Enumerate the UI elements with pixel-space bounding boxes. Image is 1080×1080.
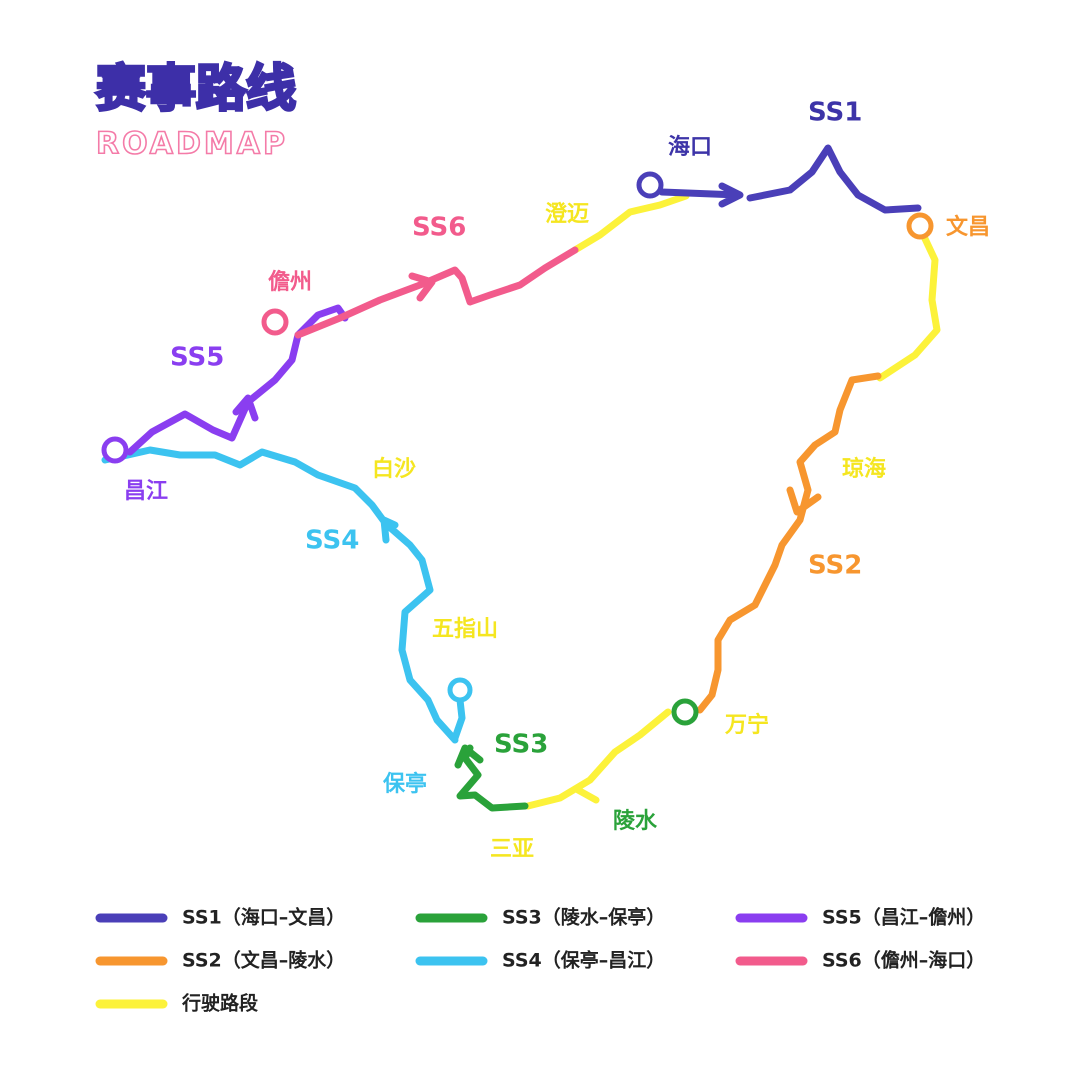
marker-changjiang — [101, 436, 129, 464]
marker-wenchang — [906, 212, 934, 240]
stage-label: SS1 — [808, 98, 862, 128]
place-label: 三亚 — [490, 837, 534, 862]
marker-haikou — [636, 171, 664, 199]
place-label: 陵水 — [613, 808, 658, 834]
legend-label: SS4（保亭–昌江） — [502, 949, 665, 972]
labels: 海口 文昌 琼海 万宁 陵水 三亚 保亭 五指山 白沙 昌江 儋州 澄迈 SS1… — [124, 98, 990, 863]
place-label: 五指山 — [432, 617, 498, 642]
ss2-route — [696, 372, 882, 714]
stage-label: SS6 — [412, 213, 466, 243]
place-label: 昌江 — [124, 479, 168, 504]
ss3-route — [454, 744, 529, 812]
legend: SS1（海口–文昌） SS3（陵水–保亭） SS5（昌江–儋州） SS2（文昌–陵水）… — [95, 906, 985, 1015]
marker-wanning — [671, 698, 699, 726]
stage-label: SS3 — [494, 730, 548, 760]
legend-label: 行驶路段 — [181, 992, 259, 1015]
legend-label: SS5（昌江–儋州） — [822, 906, 985, 929]
place-label: 白沙 — [372, 456, 416, 482]
drive-route — [876, 224, 941, 382]
title: 赛事路线 — [96, 60, 296, 118]
stage-label: SS4 — [305, 526, 359, 556]
subtitle: ROADMAP — [96, 127, 288, 162]
place-label: 万宁 — [724, 712, 769, 738]
stage-label: SS2 — [808, 551, 862, 581]
legend-label: SS3（陵水–保亭） — [502, 906, 665, 929]
marker-danzhou — [261, 308, 289, 336]
legend-label: SS2（文昌–陵水） — [182, 949, 345, 972]
marker-wuzhishan — [447, 677, 473, 703]
ss4-route — [101, 446, 466, 744]
ss1-route — [658, 144, 922, 214]
stage-label: SS5 — [170, 343, 224, 373]
legend-label: SS6（儋州–海口） — [822, 949, 985, 972]
routes — [101, 144, 941, 812]
ss5-route — [126, 304, 349, 456]
drive-route — [571, 192, 690, 254]
place-label: 文昌 — [946, 214, 990, 240]
place-label: 海口 — [668, 134, 712, 160]
legend-label: SS1（海口–文昌） — [182, 906, 345, 929]
place-label: 澄迈 — [545, 202, 589, 227]
place-label: 琼海 — [842, 456, 886, 482]
drive-route — [524, 708, 672, 810]
ss6-route — [294, 246, 579, 339]
place-label: 保亭 — [382, 771, 427, 797]
place-label: 儋州 — [268, 269, 312, 295]
